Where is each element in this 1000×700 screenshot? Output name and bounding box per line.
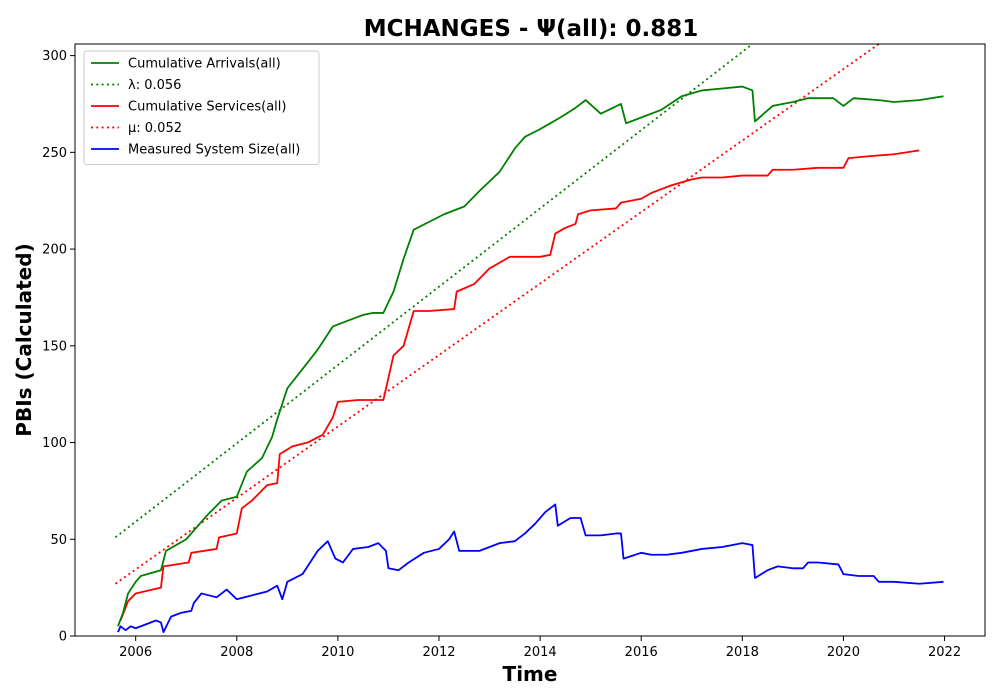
series-line-1 <box>114 44 753 539</box>
series-layer <box>114 44 944 634</box>
y-tick-label: 300 <box>42 49 67 64</box>
x-tick-label: 2022 <box>928 645 961 660</box>
x-tick-label: 2016 <box>625 645 658 660</box>
x-tick-label: 2006 <box>119 645 152 660</box>
series-line-2 <box>119 149 920 621</box>
legend-label-2: Cumulative Services(all) <box>128 100 286 115</box>
chart-legend: Cumulative Arrivals(all) λ: 0.056 Cumulati… <box>83 50 320 165</box>
y-axis-title: PBIs (Calculated) <box>12 243 36 436</box>
series-line-4 <box>117 503 944 634</box>
y-tick-label: 0 <box>59 630 67 645</box>
x-axis-title: Time <box>503 662 558 686</box>
legend-label-4: Measured System Size(all) <box>128 143 300 158</box>
y-tick-label: 50 <box>50 533 67 548</box>
legend-label-0: Cumulative Arrivals(all) <box>128 57 281 72</box>
y-tick-label: 150 <box>42 339 67 354</box>
legend-label-1: λ: 0.056 <box>128 78 181 93</box>
x-tick-label: 2010 <box>321 645 354 660</box>
x-tick-label: 2008 <box>220 645 253 660</box>
x-axis: 2006 2008 2010 2012 2014 2016 2018 2020 2022 <box>119 636 961 660</box>
series-line-3 <box>114 44 880 585</box>
legend-box <box>83 50 320 165</box>
y-tick-label: 250 <box>42 146 67 161</box>
x-tick-label: 2018 <box>726 645 759 660</box>
legend-label-3: μ: 0.052 <box>128 121 182 136</box>
series-line-0 <box>117 85 944 627</box>
x-tick-label: 2014 <box>524 645 557 660</box>
x-tick-label: 2020 <box>827 645 860 660</box>
chart-title: MCHANGES - Ψ(all): 0.881 <box>364 16 699 42</box>
x-tick-label: 2012 <box>422 645 455 660</box>
y-axis: 0 50 100 150 200 250 300 <box>42 49 75 645</box>
y-tick-label: 100 <box>42 436 67 451</box>
plot-frame <box>74 43 986 637</box>
plot-area <box>114 44 944 634</box>
y-tick-label: 200 <box>42 243 67 258</box>
